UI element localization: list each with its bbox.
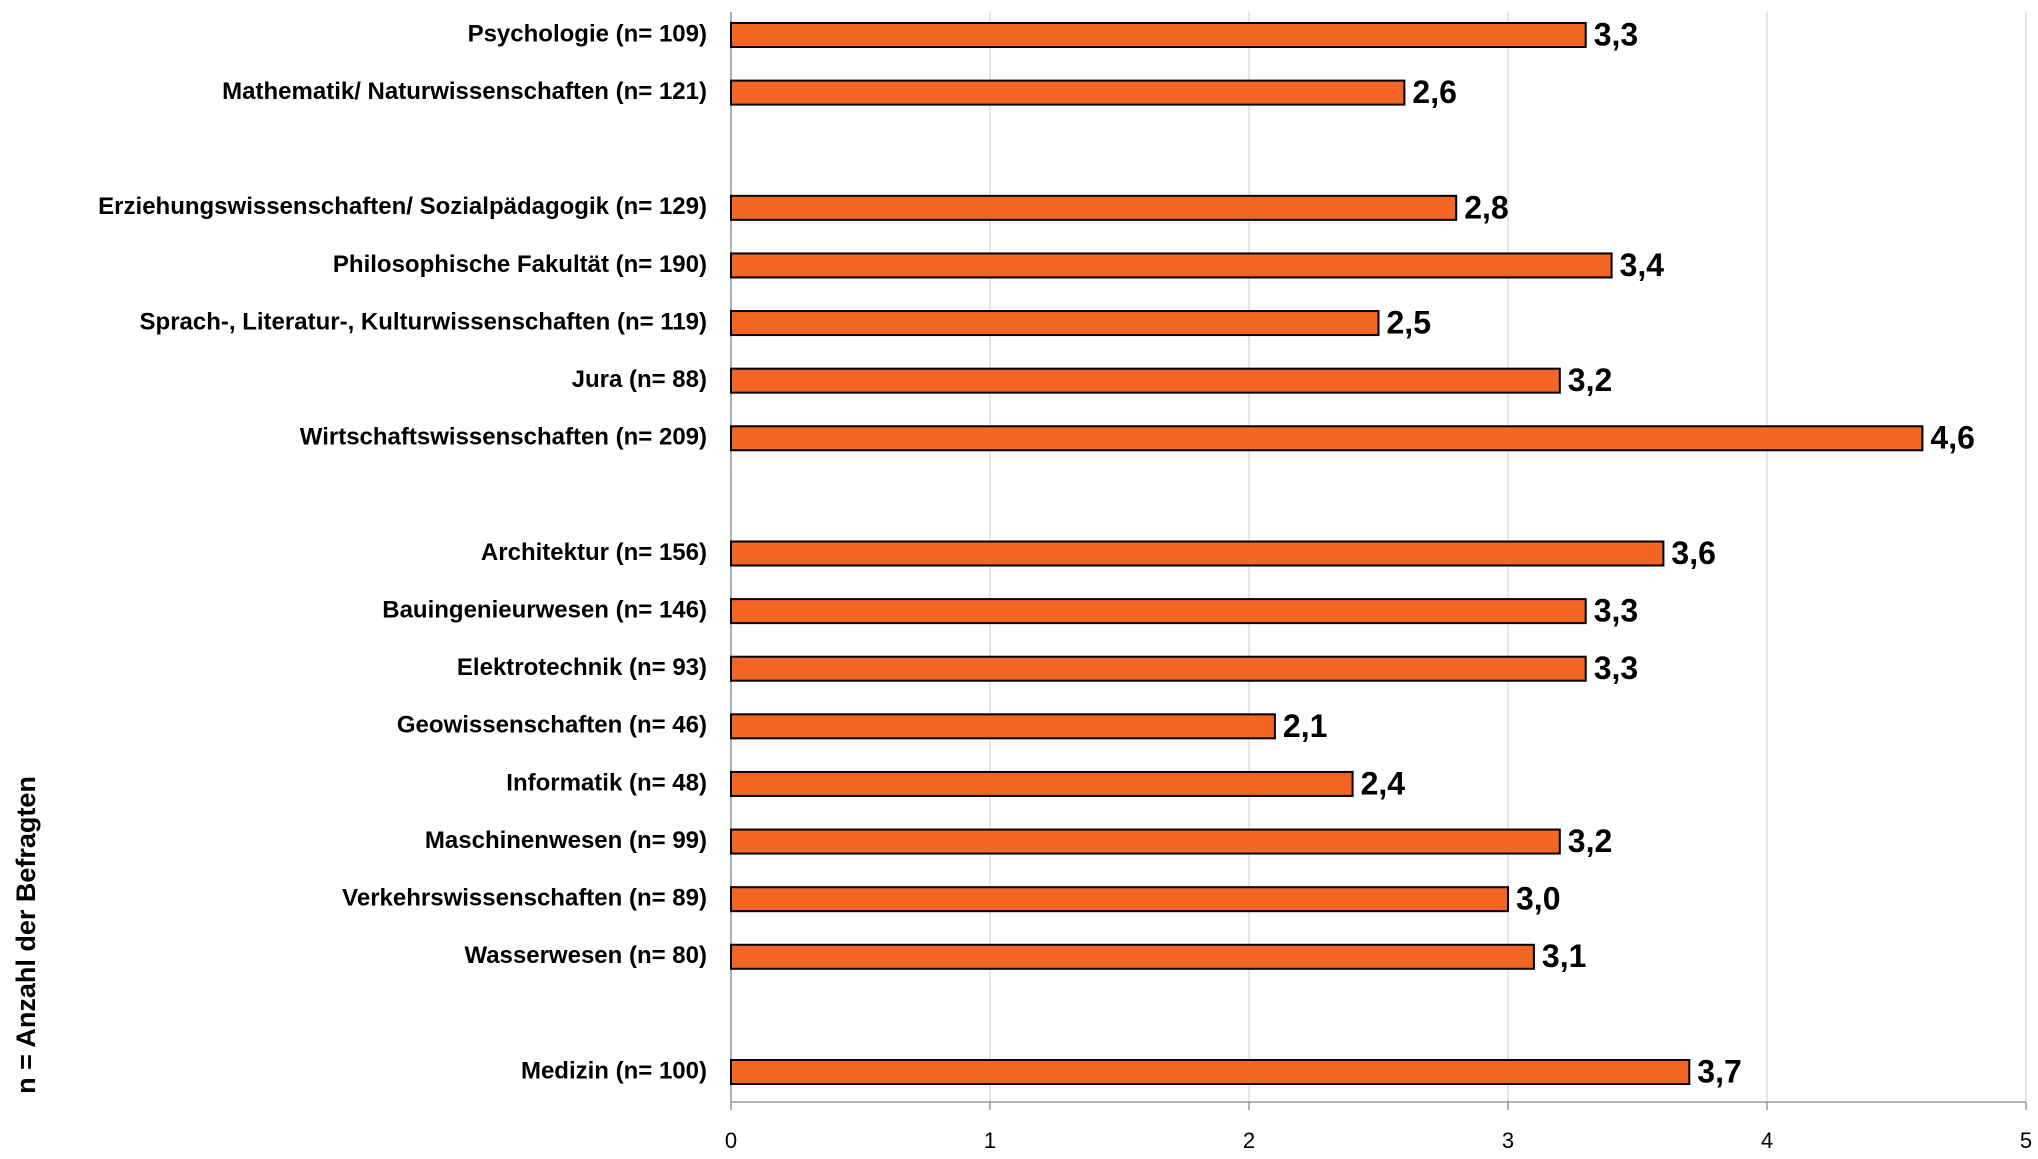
bar [730, 310, 1380, 337]
y-tick-label: Informatik (n= 48) [506, 769, 707, 796]
value-label: 2,8 [1464, 189, 1508, 225]
y-tick-label: Verkehrswissenschaften (n= 89) [342, 885, 707, 912]
y-tick-label: Mathematik/ Naturwissenschaften (n= 121) [222, 78, 707, 105]
y-tick-label: Jura (n= 88) [572, 366, 707, 393]
bar [730, 1059, 1691, 1085]
bar [730, 194, 1458, 221]
value-label: 3,7 [1697, 1053, 1741, 1089]
bar [730, 540, 1665, 567]
value-label: 3,2 [1568, 362, 1612, 398]
y-tick-label: Sprach-, Literatur-, Kulturwissenschafte… [140, 308, 707, 335]
bar [730, 886, 1509, 913]
value-label: 2,6 [1412, 74, 1456, 110]
value-label: 4,6 [1930, 420, 1974, 456]
bar [730, 252, 1613, 279]
y-tick-label: Architektur (n= 156) [481, 539, 707, 566]
bar [730, 943, 1535, 970]
y-tick-label: Wirtschaftswissenschaften (n= 209) [300, 424, 707, 451]
value-label: 3,3 [1594, 593, 1638, 629]
value-label: 3,3 [1594, 650, 1638, 686]
bar [730, 367, 1561, 394]
x-tick-label: 2 [1243, 1128, 1255, 1153]
value-label: 3,2 [1568, 823, 1612, 859]
y-tick-label: Wasserwesen (n= 80) [464, 942, 707, 969]
bar [730, 655, 1587, 682]
bar [730, 22, 1587, 48]
y-tick-label: Maschinenwesen (n= 99) [425, 827, 707, 854]
y-axis-label: n = Anzahl der Befragten [11, 776, 41, 1094]
bar [730, 79, 1406, 106]
value-label: 3,1 [1542, 938, 1586, 974]
y-tick-label: Medizin (n= 100) [521, 1057, 707, 1084]
bar [730, 598, 1587, 625]
y-tick-label: Elektrotechnik (n= 93) [457, 654, 707, 681]
value-label: 3,0 [1516, 881, 1560, 917]
bar [730, 828, 1561, 855]
x-tick-label: 0 [725, 1128, 737, 1153]
x-tick-label: 1 [984, 1128, 996, 1153]
bar [730, 425, 1924, 452]
value-label: 2,4 [1361, 765, 1406, 801]
y-tick-label: Geowissenschaften (n= 46) [397, 712, 707, 739]
x-tick-label: 5 [2020, 1128, 2032, 1153]
value-label: 3,4 [1620, 247, 1665, 283]
value-label: 2,5 [1387, 305, 1431, 341]
y-tick-label: Psychologie (n= 109) [468, 20, 707, 47]
value-label: 2,1 [1283, 708, 1327, 744]
value-label: 3,3 [1594, 16, 1638, 52]
y-tick-label: Philosophische Fakultät (n= 190) [333, 251, 707, 278]
value-label: 3,6 [1671, 535, 1715, 571]
bar [730, 770, 1354, 797]
y-tick-label: Erziehungswissenschaften/ Sozialpädagogi… [98, 193, 707, 220]
x-tick-label: 4 [1761, 1128, 1773, 1153]
x-tick-label: 3 [1502, 1128, 1514, 1153]
y-tick-label: Bauingenieurwesen (n= 146) [382, 596, 707, 623]
bar [730, 713, 1276, 740]
